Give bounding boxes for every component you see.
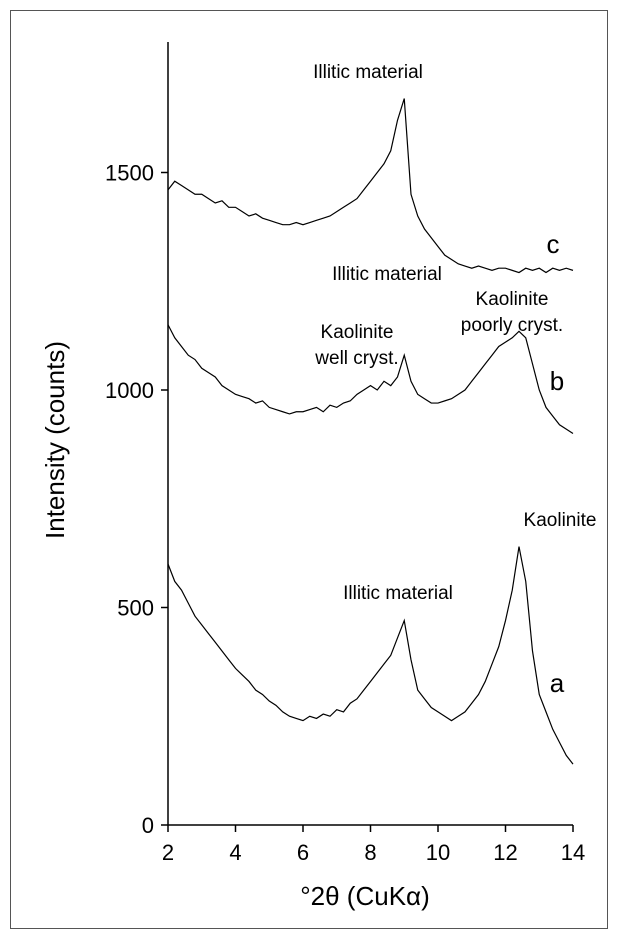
annotation: poorly cryst. xyxy=(461,315,563,336)
series-line xyxy=(167,98,574,274)
x-tick-label: 4 xyxy=(229,840,241,865)
annotation: Kaolinite xyxy=(476,289,549,310)
y-axis-title: Intensity (counts) xyxy=(40,341,70,539)
x-axis-title: °2θ (CuKα) xyxy=(300,881,429,911)
y-tick-label: 1500 xyxy=(105,161,154,186)
x-tick-label: 8 xyxy=(364,840,376,865)
annotation: Illitic material xyxy=(343,583,453,604)
x-tick-label: 2 xyxy=(162,840,174,865)
x-tick-label: 14 xyxy=(561,840,585,865)
frame xyxy=(10,10,608,929)
y-tick-label: 1000 xyxy=(105,378,154,403)
annotation: Illitic material xyxy=(332,264,442,285)
series-label: b xyxy=(550,366,564,396)
series-label: a xyxy=(550,668,565,698)
annotation: Kaolinite xyxy=(524,510,597,531)
annotation: well cryst. xyxy=(314,348,398,369)
x-tick-label: 10 xyxy=(426,840,450,865)
series-line xyxy=(167,324,574,435)
y-tick-label: 500 xyxy=(117,596,154,621)
annotation: Kaolinite xyxy=(321,322,394,343)
x-tick-label: 6 xyxy=(297,840,309,865)
x-tick-label: 12 xyxy=(493,840,517,865)
series-line xyxy=(167,546,574,765)
series-label: c xyxy=(547,229,560,259)
annotation: Illitic material xyxy=(313,62,423,83)
y-tick-label: 0 xyxy=(142,813,154,838)
